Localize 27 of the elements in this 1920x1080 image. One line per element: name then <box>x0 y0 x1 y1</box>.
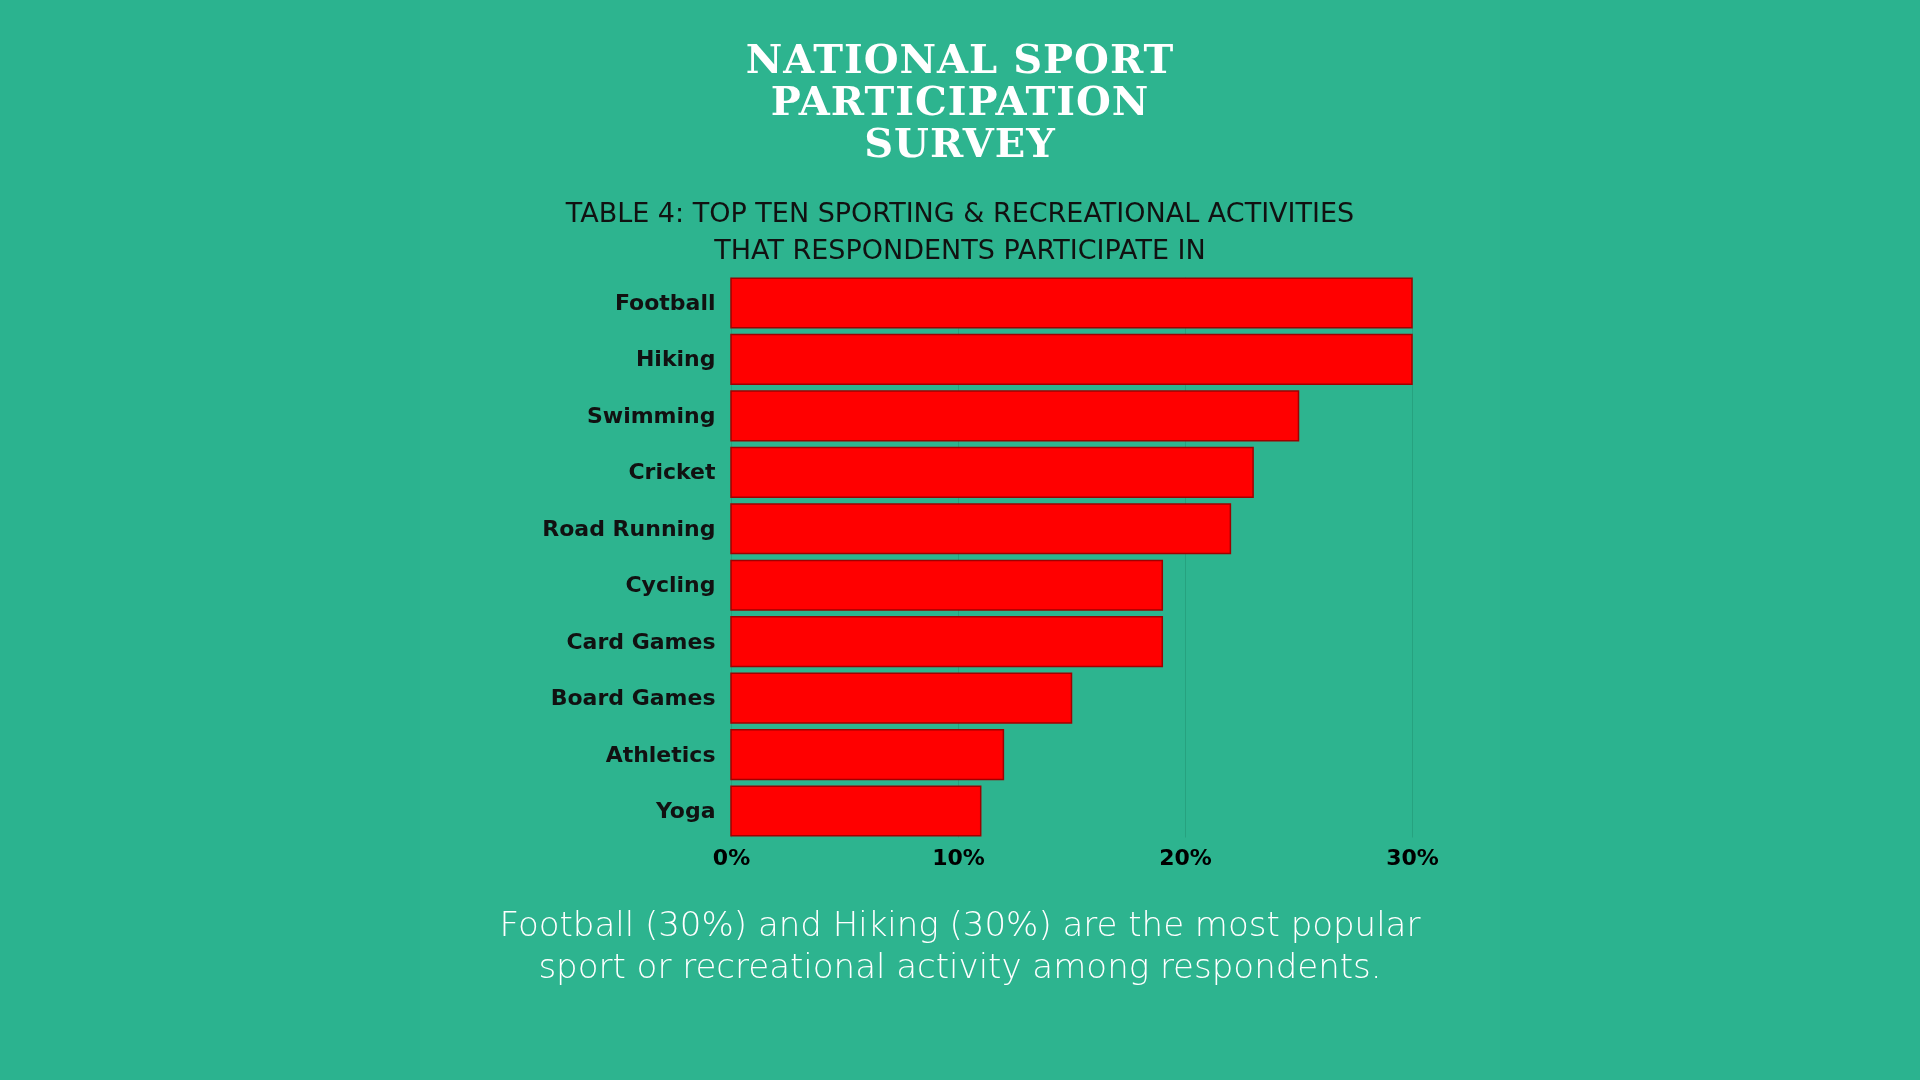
bar <box>730 277 1413 329</box>
y-tick-label: Board Games <box>550 685 716 711</box>
y-tick-label: Cycling <box>625 572 716 598</box>
chart-title: NATIONAL SPORT PARTICIPATION SURVEY <box>744 34 1176 166</box>
text: Football (30%) and Hiking (30%) are the most popular sport or recreational activity among respondents. <box>498 903 1422 987</box>
chart-subtitle: TABLE 4: TOP TEN SPORTING & RECREATIONAL ACTIVITIES THAT RESPONDENTS PARTICIPATE IN <box>564 196 1356 267</box>
x-tick-label: 10% <box>932 844 985 870</box>
bar <box>730 728 1005 781</box>
bar <box>730 446 1254 498</box>
y-tick-label: Card Games <box>566 628 716 654</box>
bar <box>730 333 1413 386</box>
y-tick-label: Swimming <box>586 402 716 428</box>
bar <box>730 785 982 837</box>
bar <box>730 616 1164 668</box>
y-tick-label: Hiking <box>635 346 716 372</box>
y-tick-label: Athletics <box>605 741 716 767</box>
bar <box>730 559 1164 611</box>
y-tick-label: Road Running <box>542 515 716 541</box>
bar <box>730 390 1300 442</box>
y-tick-label: Yoga <box>654 798 716 824</box>
y-tick-label: Cricket <box>628 459 716 485</box>
bar <box>730 672 1073 724</box>
x-tick-label: 0% <box>712 844 751 870</box>
bar <box>730 503 1232 555</box>
y-tick-label: Football <box>614 289 716 315</box>
x-tick-label: 30% <box>1386 844 1439 870</box>
x-tick-label: 20% <box>1159 844 1212 870</box>
